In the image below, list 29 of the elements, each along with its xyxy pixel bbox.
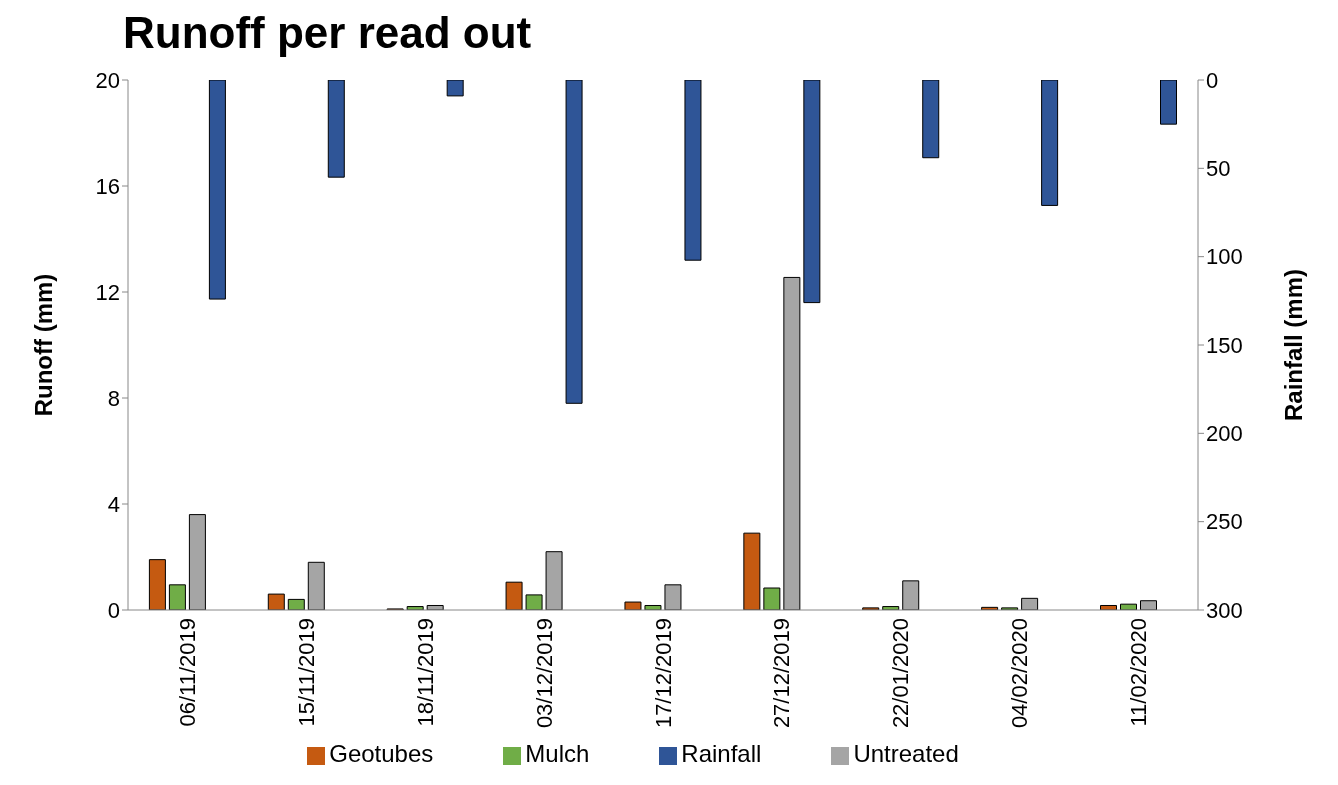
- x-tick-label: 03/12/2019: [531, 618, 557, 729]
- y2-tick-label: 100: [1206, 244, 1243, 270]
- y2-tick-label: 250: [1206, 509, 1243, 535]
- legend-label: Rainfall: [681, 740, 762, 767]
- y-tick-label: 4: [107, 491, 120, 517]
- y2-tick-label: 300: [1206, 597, 1243, 623]
- legend-label: Geotubes: [329, 740, 434, 767]
- x-tick-label: 17/12/2019: [650, 618, 676, 729]
- y2-tick-label: 0: [1206, 67, 1219, 93]
- x-tick-label: 27/12/2019: [769, 618, 795, 729]
- y-tick-label: 20: [95, 67, 120, 93]
- x-tick-label: 11/02/2020: [1126, 618, 1152, 727]
- y2-tick-label: 50: [1206, 156, 1231, 182]
- x-tick-label: 15/11/2019: [293, 618, 319, 727]
- x-tick-label: 04/02/2020: [1007, 618, 1033, 729]
- y2-tick-label: 200: [1206, 421, 1243, 447]
- y-tick-label: 0: [107, 597, 120, 623]
- legend-label: Untreated: [853, 740, 959, 767]
- y-axis-title: Runoff (mm): [29, 273, 57, 417]
- chart-title: Runoff per read out: [122, 8, 533, 59]
- x-tick-label: 22/01/2020: [888, 618, 914, 729]
- y-tick-label: 8: [107, 385, 120, 411]
- y2-axis-title: Rainfall (mm): [1279, 268, 1307, 422]
- legend-label: Mulch: [525, 740, 590, 767]
- y2-tick-label: 150: [1206, 332, 1243, 358]
- y-tick-label: 12: [95, 279, 120, 305]
- y-tick-label: 16: [95, 173, 120, 199]
- x-tick-label: 06/11/2019: [175, 618, 201, 727]
- x-tick-label: 18/11/2019: [412, 618, 438, 727]
